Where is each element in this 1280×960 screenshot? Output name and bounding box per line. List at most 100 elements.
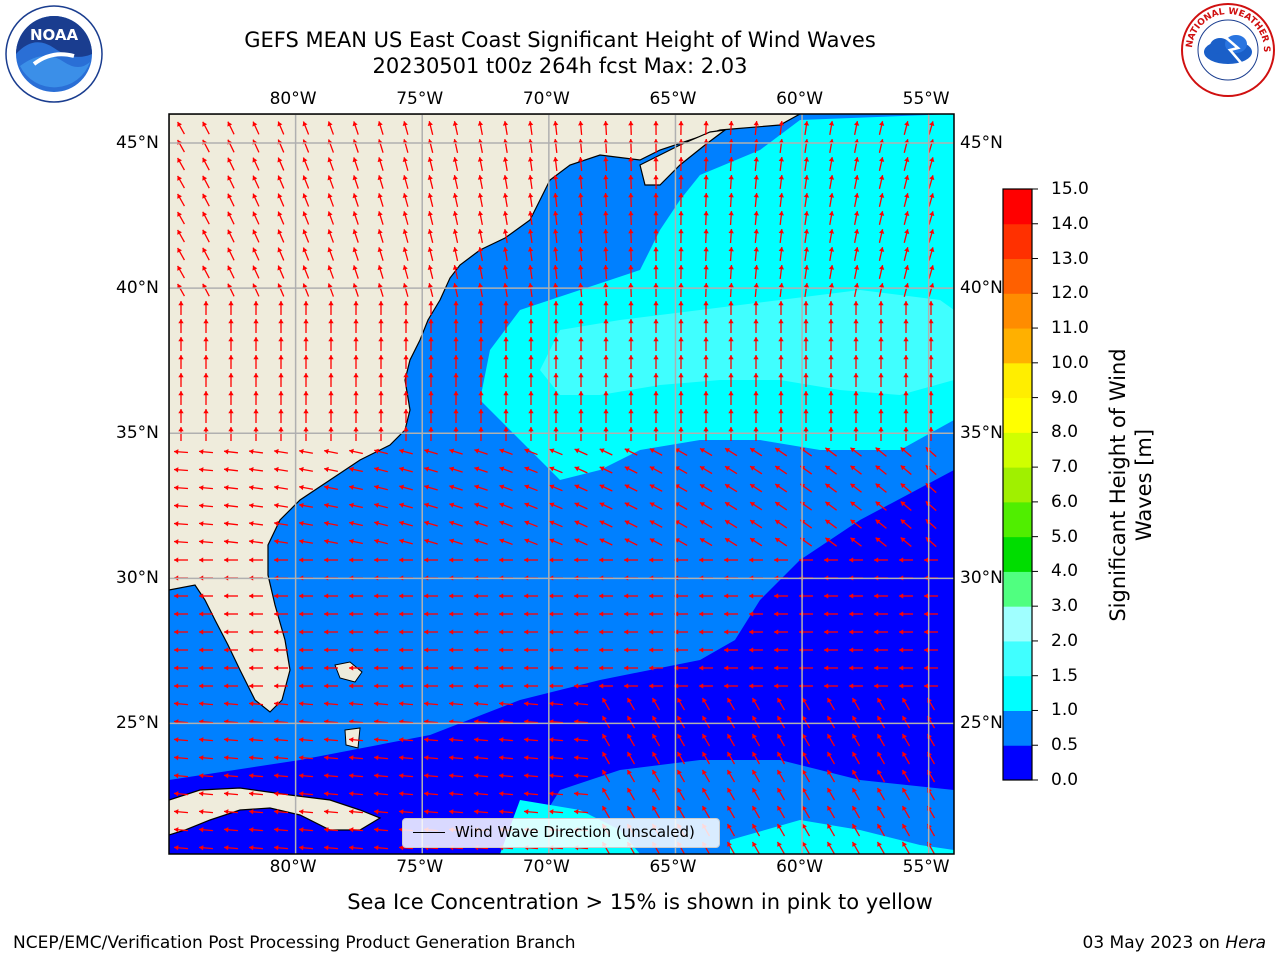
colorbar-tick-label: 1.0 [1051,700,1079,721]
wind-wave-arrow-head [502,121,509,126]
wind-wave-arrow-head [574,791,579,797]
wind-wave-arrow-head [224,593,229,599]
wind-wave-arrow-head [449,466,455,472]
wind-wave-arrow-head [602,715,607,721]
wind-wave-arrow-head [802,715,807,721]
wind-wave-arrow-head [627,751,632,757]
wind-wave-arrow-head [827,715,832,721]
wind-wave-arrow-head [374,665,379,671]
wind-wave-arrow-head [224,827,229,833]
wind-wave-arrow-head [649,629,654,635]
wind-wave-arrow-head [174,737,179,743]
noaa-logo-text: NOAA [30,26,79,44]
lat-tick-label: 40°N [116,278,159,299]
wind-wave-arrow-head [174,521,179,527]
wind-wave-arrow-head [853,247,860,252]
wind-wave-arrow-head [603,337,609,342]
wind-wave-arrow-head [778,355,784,360]
wind-wave-arrow-head [603,157,609,162]
wind-wave-arrow-head [753,427,759,432]
wind-wave-arrow-head [549,629,554,635]
wind-wave-arrow-head [803,427,809,432]
wind-wave-arrow-head [249,755,254,761]
wind-wave-arrow-head [227,229,233,235]
wind-wave-arrow-head [199,647,204,653]
wind-wave-arrow-head [702,697,707,703]
wind-wave-arrow-head [328,337,334,342]
wind-wave-arrow-head [728,391,734,396]
wind-wave-arrow-head [302,193,308,199]
wind-wave-arrow-head [499,611,504,617]
wind-wave-arrow-head [249,665,254,671]
wind-wave-arrow-head [299,701,304,707]
wind-wave-arrow-head [324,484,329,491]
wind-wave-arrow-head [527,211,534,216]
wind-wave-arrow-head [474,737,479,743]
wind-wave-arrow-head [653,283,659,288]
wind-wave-arrow-head [378,373,384,378]
wind-wave-arrow-head [499,502,505,508]
wind-wave-arrow-head [853,301,859,306]
lon-tick-label: 55°W [902,857,950,877]
wind-wave-arrow-head [753,373,759,378]
colorbar-tick-label: 10.0 [1051,352,1089,373]
colorbar-tick-label: 0.0 [1051,770,1079,790]
wind-wave-arrow-head [324,737,329,743]
wind-wave-arrow-head [524,466,530,472]
wind-wave-arrow-head [777,841,782,847]
wind-wave-arrow-head [253,355,259,360]
wind-wave-arrow-head [524,791,529,797]
wind-wave-arrow-head [574,520,580,526]
wind-wave-arrow-head [728,175,734,180]
wind-wave-arrow-head [427,211,433,216]
wind-wave-arrow-head [249,827,254,833]
wind-wave-arrow-head [652,715,657,721]
wind-wave-arrow-head [878,319,884,324]
wind-wave-arrow-head [900,501,906,507]
wind-wave-arrow-head [399,448,405,454]
wind-wave-arrow-head [274,448,279,455]
wind-wave-arrow-head [727,787,732,793]
wind-wave-arrow-head [299,665,304,671]
wind-wave-arrow-head [899,593,904,599]
wind-wave-arrow-head [402,175,408,181]
wind-wave-arrow-head [928,409,934,414]
wind-wave-arrow-head [327,175,333,181]
wind-wave-arrow-head [428,409,434,414]
wind-wave-arrow-head [775,448,781,453]
wind-wave-arrow-head [477,247,484,252]
wind-wave-arrow-head [902,805,907,811]
wind-wave-arrow-head [578,175,584,180]
wind-wave-arrow-head [478,427,484,432]
wind-wave-arrow-head [902,841,907,847]
wind-wave-arrow-head [902,823,907,829]
wind-wave-arrow-head [224,665,229,671]
wind-wave-arrow-head [624,629,629,635]
wind-wave-arrow-head [324,827,329,833]
wind-wave-arrow-head [453,391,459,396]
wind-wave-arrow-head [802,697,807,703]
wind-wave-arrow-head [402,211,408,217]
wind-wave-arrow-head [477,175,484,180]
wind-wave-arrow-head [678,283,684,288]
wave-band-1.5-2.0 [540,290,954,395]
wind-wave-arrow-head [249,791,254,797]
wind-wave-arrow-head [603,175,609,180]
colorbar-tick-label: 4.0 [1051,561,1079,582]
footer-right: 03 May 2023 on Hera [1083,933,1267,953]
wind-wave-arrow-head [328,391,334,396]
wave-band-1.0-1.5 [730,820,954,854]
wind-wave-arrow-head [874,683,879,689]
colorbar-segment [1003,745,1032,781]
wind-wave-arrow-head [549,520,555,526]
lon-tick-label: 65°W [649,89,697,109]
wind-wave-arrow-head [628,283,634,288]
wind-wave-arrow-head [524,683,529,689]
wind-wave-arrow-head [553,409,559,414]
wind-wave-arrow-head [678,337,684,342]
colorbar-segment [1003,397,1032,433]
wind-wave-arrow-head [928,391,934,396]
wind-wave-arrow-head [503,409,509,414]
wind-wave-arrow-head [202,175,208,181]
wind-wave-arrow-head [252,229,258,235]
